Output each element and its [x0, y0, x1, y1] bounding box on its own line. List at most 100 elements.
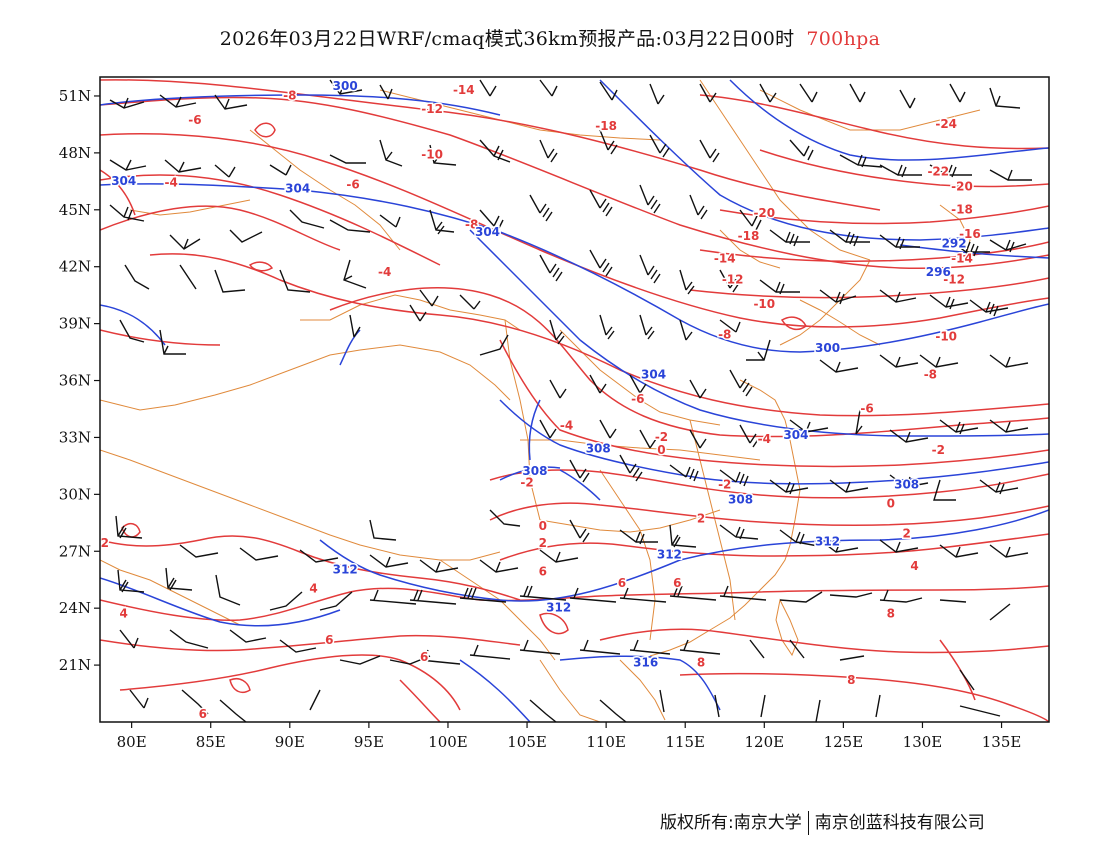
lon-tick-label: 110E [586, 733, 626, 751]
axis-labels: 80E 85E 90E 95E 100E 105E 110E 115E 120E 125E 130E… [59, 87, 1022, 751]
copyright-text: 版权所有:南京大学 [660, 813, 802, 833]
lon-tick-label: 95E [354, 733, 384, 751]
temperature-label: 4 [120, 606, 128, 620]
temperature-label: -8 [924, 367, 937, 381]
lon-tick-label: 115E [665, 733, 705, 751]
height-label: 308 [586, 441, 611, 455]
map-frame [99, 76, 1050, 723]
temperature-label: -8 [283, 88, 296, 102]
height-label: 312 [333, 563, 358, 577]
lon-tick-label: 85E [196, 733, 226, 751]
temperature-label: -18 [951, 202, 973, 216]
lon-tick-label: 125E [824, 733, 864, 751]
temperature-label: 2 [539, 536, 547, 550]
height-label: 312 [546, 601, 571, 615]
height-label: 296 [926, 265, 951, 279]
temperature-label: -8 [465, 217, 478, 231]
temperature-label: -4 [165, 176, 178, 190]
temperature-label: -2 [932, 443, 945, 457]
temperature-label: -14 [951, 252, 973, 266]
temperature-label: -10 [935, 329, 957, 343]
temperature-label: -2 [655, 430, 668, 444]
temperature-label: 6 [539, 565, 547, 579]
temperature-label: -12 [722, 272, 744, 286]
lon-tick-label: 90E [275, 733, 305, 751]
temperature-label: -4 [560, 419, 573, 433]
lat-tick-label: 21N [59, 656, 91, 674]
lon-tick-label: 105E [507, 733, 547, 751]
height-label: 312 [657, 548, 682, 562]
temperature-label: -6 [188, 113, 201, 127]
lat-tick-label: 27N [59, 542, 91, 560]
temperature-label: -6 [346, 178, 359, 192]
temperature-label: 4 [910, 559, 918, 573]
height-label: 304 [475, 225, 500, 239]
temperature-label: -12 [421, 102, 443, 116]
height-label: 308 [522, 464, 547, 478]
temperature-label: 2 [902, 527, 910, 541]
height-label: 300 [815, 341, 840, 355]
height-labels: 300 304 304 304 304 300 304 292 296 308 308 308 308 3… [110, 77, 968, 671]
lat-tick-label: 33N [59, 428, 91, 446]
temperature-label: -18 [595, 119, 617, 133]
lat-tick-label: 45N [59, 201, 91, 219]
lon-tick-label: 120E [745, 733, 785, 751]
temperature-label: 0 [887, 496, 895, 510]
company-name: 南京创蓝科技有限公司 [814, 813, 985, 833]
temperature-label: -8 [718, 328, 731, 342]
height-label: 292 [942, 236, 967, 250]
lon-tick-label: 135E [982, 733, 1022, 751]
temperature-label: -12 [943, 272, 965, 286]
lon-tick-label: 130E [903, 733, 943, 751]
temperature-label: -20 [753, 206, 775, 220]
temperature-label: -2 [718, 477, 731, 491]
axis-ticks [94, 95, 1003, 728]
temperature-label: 0 [539, 519, 547, 533]
height-label: 308 [728, 493, 753, 507]
temperature-label: 6 [325, 633, 333, 647]
temperature-label: 0 [657, 443, 665, 457]
title-main: 2026年03月22日WRF/cmaq模式36km预报产品:03月22日00时 [219, 28, 795, 50]
temperature-label: -6 [860, 401, 873, 415]
temperature-label: -10 [753, 297, 775, 311]
temperature-label: 6 [618, 576, 626, 590]
chart-title: 2026年03月22日WRF/cmaq模式36km预报产品:03月22日00时 7… [0, 24, 1100, 51]
lat-tick-label: 42N [59, 258, 91, 276]
temperature-label: -16 [959, 227, 981, 241]
temperature-label: -2 [520, 475, 533, 489]
lat-tick-label: 36N [59, 372, 91, 390]
temperature-label: -4 [758, 432, 771, 446]
height-label: 304 [783, 428, 808, 442]
temperature-label: 2 [697, 512, 705, 526]
map-background [100, 77, 1049, 722]
temperature-labels: -14-8-6-12-18-10-4 -6-8-20-18-24-22-20-18… [100, 81, 982, 722]
temperature-label: -20 [951, 180, 973, 194]
temperature-label: 8 [697, 656, 705, 670]
height-label: 304 [111, 174, 136, 188]
height-label: 304 [285, 181, 310, 195]
temperature-label: 4 [309, 582, 317, 596]
lat-tick-label: 24N [59, 599, 91, 617]
temperature-label: -18 [738, 229, 760, 243]
temperature-label: -14 [714, 252, 736, 266]
temperature-label: -6 [631, 392, 644, 406]
height-label: 304 [641, 367, 666, 381]
temperature-label: 8 [847, 673, 855, 687]
lat-tick-label: 48N [59, 144, 91, 162]
wind-barbs [109, 79, 1032, 722]
title-pressure-level: 700hpa [806, 28, 881, 50]
temperature-label: 6 [420, 650, 428, 664]
lat-tick-label: 39N [59, 315, 91, 333]
temperature-label: -24 [935, 117, 957, 131]
height-label: 300 [333, 79, 358, 93]
temperature-label: -10 [421, 147, 443, 161]
temperature-label: 2 [101, 536, 109, 550]
temperature-label: 8 [887, 606, 895, 620]
lat-tick-label: 30N [59, 485, 91, 503]
lon-tick-label: 100E [428, 733, 468, 751]
copyright-footer: 版权所有:南京大学 南京创蓝科技有限公司 [660, 808, 985, 835]
temperature-label: -22 [927, 164, 949, 178]
height-label: 316 [633, 656, 658, 670]
lon-tick-label: 80E [117, 733, 147, 751]
